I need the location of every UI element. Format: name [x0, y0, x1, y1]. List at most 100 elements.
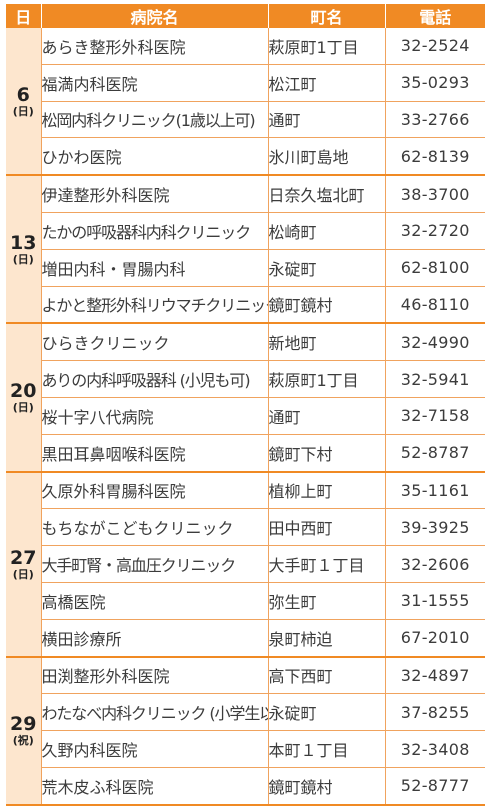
- hospital-name-cell: 桜十字八代病院: [40, 397, 268, 435]
- phone-cell: 35-0293: [384, 64, 485, 102]
- table-row: 大手町腎・高血圧クリニック 大手町１丁目 32-2606: [6, 545, 485, 583]
- table-row: 松岡内科クリニック(1歳以上可) 通町 33-2766: [6, 101, 485, 139]
- table-row: 桜十字八代病院 通町 32-7158: [6, 397, 485, 435]
- phone-cell: 32-4897: [384, 656, 485, 695]
- day-cell: 20 (日): [6, 323, 41, 473]
- day-weekday: (祝): [12, 734, 34, 748]
- table-row: 高橋医院 弥生町 31-1555: [6, 582, 485, 620]
- table-row: 横田診療所 泉町柿迫 67-2010: [6, 619, 485, 658]
- town-cell: 鏡町鏡村: [267, 286, 385, 325]
- hospital-name-cell: あらき整形外科医院: [40, 28, 268, 65]
- phone-cell: 37-8255: [384, 693, 485, 732]
- phone-cell: 33-2766: [384, 101, 485, 139]
- hospital-name-cell: 伊達整形外科医院: [40, 175, 268, 213]
- phone-cell: 62-8139: [384, 137, 485, 177]
- hospital-name-cell: 松岡内科クリニック(1歳以上可): [40, 101, 268, 139]
- hospital-name-cell: 荒木皮ふ科医院: [40, 767, 268, 806]
- day-cell: 29 (祝): [6, 656, 41, 806]
- day-weekday: (日): [12, 567, 34, 581]
- day-number: 13: [10, 231, 37, 254]
- hospital-name-cell: 大手町腎・高血圧クリニック: [40, 545, 268, 583]
- phone-cell: 31-1555: [384, 582, 485, 620]
- day-number: 27: [10, 546, 37, 569]
- town-cell: 通町: [267, 101, 385, 139]
- town-cell: 鏡町鏡村: [267, 767, 385, 806]
- town-cell: 大手町１丁目: [267, 545, 385, 583]
- town-cell: 萩原町1丁目: [267, 360, 385, 398]
- town-cell: 植柳上町: [267, 471, 385, 510]
- table-row: ありの内科呼吸器科 (小児も可) 萩原町1丁目 32-5941: [6, 360, 485, 398]
- table-row: 久野内科医院 本町１丁目 32-3408: [6, 730, 485, 768]
- phone-cell: 32-2524: [384, 28, 485, 65]
- table-row: 20 (日) ひらきクリニック 新地町 32-4990: [6, 323, 485, 473]
- town-cell: 松江町: [267, 64, 385, 102]
- town-cell: 永碇町: [267, 249, 385, 287]
- table-row: ひかわ医院 氷川町島地 62-8139: [6, 137, 485, 177]
- town-cell: 泉町柿迫: [267, 619, 385, 658]
- phone-cell: 32-4990: [384, 323, 485, 362]
- phone-cell: 32-2720: [384, 212, 485, 250]
- day-number: 29: [10, 713, 37, 736]
- phone-cell: 46-8110: [384, 286, 485, 325]
- day-weekday: (日): [12, 104, 34, 118]
- town-cell: 日奈久塩北町: [267, 175, 385, 213]
- table-header-row: 日 病院名 町名 電話: [6, 4, 485, 28]
- hospital-name-cell: よかと整形外科リウマチクリニック: [40, 286, 268, 325]
- hospital-name-cell: ありの内科呼吸器科 (小児も可): [40, 360, 268, 398]
- town-cell: 弥生町: [267, 582, 385, 620]
- table-row: 増田内科・胃腸内科 永碇町 62-8100: [6, 249, 485, 287]
- town-cell: 鏡町下村: [267, 434, 385, 473]
- town-cell: 新地町: [267, 323, 385, 362]
- table-row: よかと整形外科リウマチクリニック 鏡町鏡村 46-8110: [6, 286, 485, 325]
- day-cell: 13 (日): [6, 175, 41, 325]
- day-cell: 6 (日): [6, 28, 41, 177]
- table-row: もちながこどもクリニック 田中西町 39-3925: [6, 508, 485, 547]
- phone-cell: 52-8787: [384, 434, 485, 473]
- table-row: たかの呼吸器科内科クリニック 松崎町 32-2720: [6, 212, 485, 250]
- phone-cell: 62-8100: [384, 249, 485, 287]
- hospital-name-cell: 横田診療所: [40, 619, 268, 658]
- day-weekday: (日): [12, 400, 34, 414]
- header-day: 日: [6, 4, 41, 28]
- phone-cell: 32-5941: [384, 360, 485, 398]
- table-row: 福満内科医院 松江町 35-0293: [6, 64, 485, 102]
- table-row: 6 (日) あらき整形外科医院 萩原町1丁目 32-2524: [6, 28, 485, 177]
- day-number: 20: [10, 379, 37, 402]
- hospital-name-cell: 増田内科・胃腸内科: [40, 249, 268, 287]
- town-cell: 本町１丁目: [267, 730, 385, 768]
- phone-cell: 32-3408: [384, 730, 485, 768]
- header-hospital: 病院名: [40, 4, 268, 28]
- holiday-clinic-table: 日 病院名 町名 電話 6 (日) あらき整形外科医院 萩原町1丁目 32-2524 福満…: [6, 4, 485, 806]
- hospital-name-cell: 田渕整形外科医院: [40, 656, 268, 695]
- hospital-name-cell: もちながこどもクリニック: [40, 508, 268, 547]
- town-cell: 通町: [267, 397, 385, 435]
- hospital-name-cell: ひかわ医院: [40, 137, 268, 177]
- phone-cell: 38-3700: [384, 175, 485, 213]
- hospital-name-cell: わたなべ内科クリニック (小学生以上可): [40, 693, 268, 732]
- town-cell: 高下西町: [267, 656, 385, 695]
- town-cell: 氷川町島地: [267, 137, 385, 177]
- hospital-name-cell: ひらきクリニック: [40, 323, 268, 362]
- phone-cell: 67-2010: [384, 619, 485, 658]
- day-number: 6: [16, 83, 30, 106]
- phone-cell: 39-3925: [384, 508, 485, 547]
- day-weekday: (日): [12, 252, 34, 266]
- header-phone: 電話: [384, 4, 485, 28]
- table-body: 6 (日) あらき整形外科医院 萩原町1丁目 32-2524 福満内科医院 松江町 35-02…: [6, 28, 485, 806]
- table-row: 荒木皮ふ科医院 鏡町鏡村 52-8777: [6, 767, 485, 806]
- table-row: 29 (祝) 田渕整形外科医院 高下西町 32-4897: [6, 656, 485, 806]
- hospital-name-cell: 福満内科医院: [40, 64, 268, 102]
- table-row: 13 (日) 伊達整形外科医院 日奈久塩北町 38-3700: [6, 175, 485, 325]
- town-cell: 萩原町1丁目: [267, 28, 385, 65]
- town-cell: 松崎町: [267, 212, 385, 250]
- hospital-name-cell: たかの呼吸器科内科クリニック: [40, 212, 268, 250]
- hospital-name-cell: 久原外科胃腸科医院: [40, 471, 268, 510]
- town-cell: 永碇町: [267, 693, 385, 732]
- town-cell: 田中西町: [267, 508, 385, 547]
- table-row: 27 (日) 久原外科胃腸科医院 植柳上町 35-1161: [6, 471, 485, 658]
- day-cell: 27 (日): [6, 471, 41, 658]
- phone-cell: 52-8777: [384, 767, 485, 806]
- table-row: 黒田耳鼻咽喉科医院 鏡町下村 52-8787: [6, 434, 485, 473]
- hospital-name-cell: 久野内科医院: [40, 730, 268, 768]
